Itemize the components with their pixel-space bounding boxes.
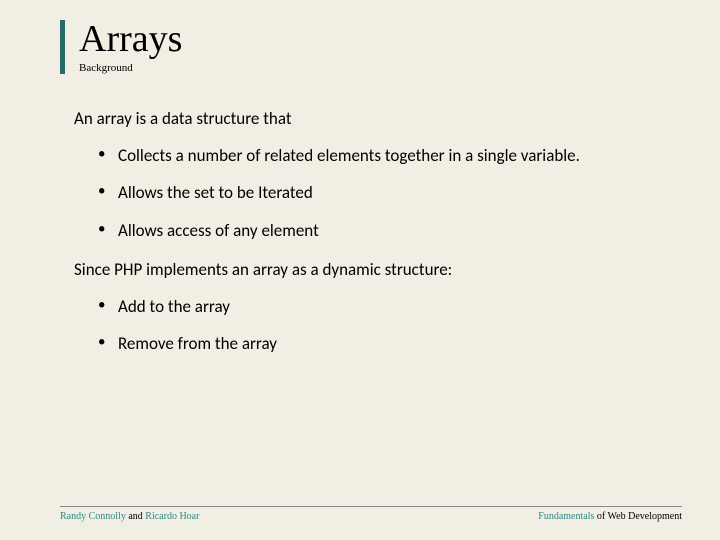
- list-item: Allows the set to be Iterated: [74, 182, 660, 203]
- intro-paragraph-1: An array is a data structure that: [74, 108, 660, 129]
- footer-conj: and: [126, 511, 145, 522]
- list-item: Allows access of any element: [74, 220, 660, 241]
- slide-footer: Randy Connolly and Ricardo Hoar Fundamen…: [60, 506, 682, 522]
- footer-row: Randy Connolly and Ricardo Hoar Fundamen…: [60, 511, 682, 522]
- slide-title: Arrays: [79, 20, 660, 60]
- bullet-list-2: Add to the array Remove from the array: [74, 296, 660, 355]
- book-title-hl: Fundamentals: [538, 511, 594, 522]
- bullet-list-1: Collects a number of related elements to…: [74, 145, 660, 241]
- title-block: Arrays Background: [60, 20, 660, 74]
- list-item: Collects a number of related elements to…: [74, 145, 660, 166]
- author-2: Ricardo Hoar: [145, 511, 199, 522]
- footer-left: Randy Connolly and Ricardo Hoar: [60, 511, 199, 522]
- book-title-rest: of Web Development: [594, 511, 682, 522]
- footer-rule: [60, 506, 682, 507]
- author-1: Randy Connolly: [60, 511, 126, 522]
- footer-right: Fundamentals of Web Development: [538, 511, 682, 522]
- slide-body: An array is a data structure that Collec…: [60, 108, 660, 355]
- slide: Arrays Background An array is a data str…: [0, 0, 720, 540]
- list-item: Remove from the array: [74, 333, 660, 354]
- intro-paragraph-2: Since PHP implements an array as a dynam…: [74, 259, 660, 280]
- slide-subtitle: Background: [79, 62, 660, 74]
- list-item: Add to the array: [74, 296, 660, 317]
